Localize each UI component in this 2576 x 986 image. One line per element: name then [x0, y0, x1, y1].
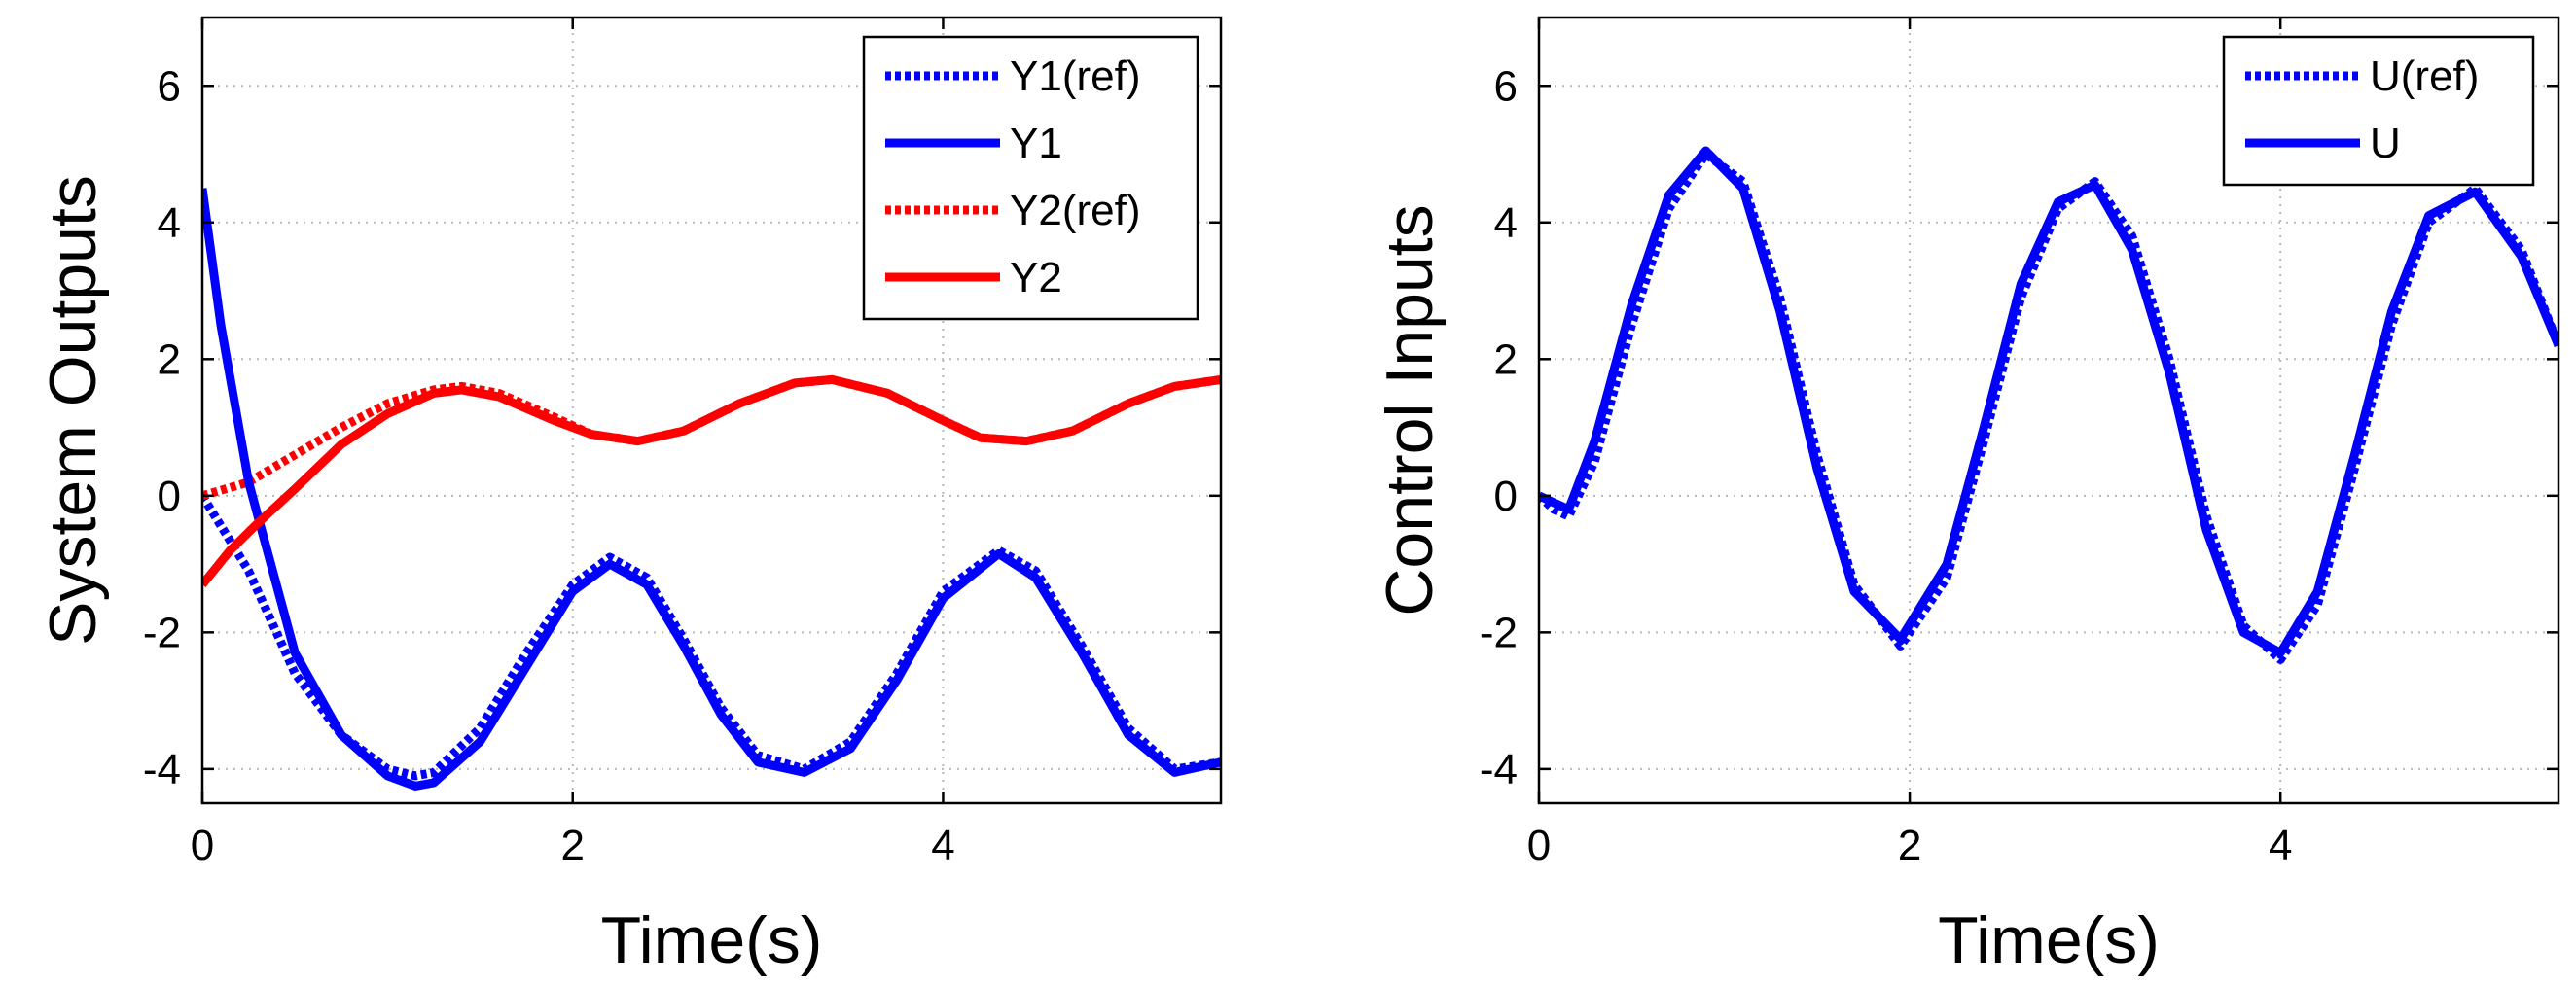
axes-box	[1537, 16, 2560, 805]
series-line-y2	[202, 374, 1221, 588]
y-tick-label: -4	[1480, 746, 1518, 793]
legend-box	[2222, 35, 2535, 187]
legend-label: Y1	[1010, 120, 1062, 167]
control-inputs-chart: 0 2 4 -4 -2 0 2 4 6 Time(s) Control Inputs U(ref) U	[1373, 16, 2560, 977]
series-group	[1539, 146, 2558, 664]
axes-box	[200, 16, 1223, 805]
y-tick-label: 2	[158, 335, 181, 383]
y-axis-label: System Outputs	[36, 175, 110, 646]
series-line-u	[1539, 146, 2558, 657]
x-axis-label: Time(s)	[601, 903, 823, 977]
legend: U(ref) U	[2222, 35, 2535, 187]
y-axis-label: Control Inputs	[1373, 204, 1447, 616]
legend-label: Y1(ref)	[1010, 53, 1140, 100]
y-tick-label: -2	[143, 609, 181, 656]
legend: Y1(ref) Y1 Y2(ref) Y2	[862, 35, 1199, 321]
y-tick-label: -4	[143, 746, 181, 793]
x-tick-label: 2	[560, 822, 584, 869]
x-axis-label: Time(s)	[1938, 903, 2160, 977]
legend-label: Y2(ref)	[1010, 187, 1140, 234]
y-tick-label: 2	[1494, 335, 1518, 383]
series-group	[202, 188, 1221, 791]
x-tick-label: 2	[1898, 822, 1921, 869]
x-tick-label: 4	[931, 822, 954, 869]
y-tick-label: -2	[1480, 609, 1518, 656]
y-tick-label: 4	[1494, 199, 1518, 247]
series-line-y1	[202, 188, 1221, 791]
series-line-y1-ref	[202, 493, 1221, 781]
x-tick-label: 0	[1527, 822, 1551, 869]
y-tick-label: 6	[1494, 62, 1518, 110]
legend-box	[862, 35, 1199, 321]
y-tick-label: 0	[158, 473, 181, 520]
y-tick-label: 0	[1494, 473, 1518, 520]
y-tick-label: 4	[158, 199, 181, 247]
legend-label: U	[2370, 120, 2401, 167]
legend-label: Y2	[1010, 254, 1062, 301]
y-tick-label: 6	[158, 62, 181, 110]
x-tick-label: 0	[191, 822, 214, 869]
legend-label: U(ref)	[2370, 53, 2479, 100]
x-tick-label: 4	[2269, 822, 2292, 869]
